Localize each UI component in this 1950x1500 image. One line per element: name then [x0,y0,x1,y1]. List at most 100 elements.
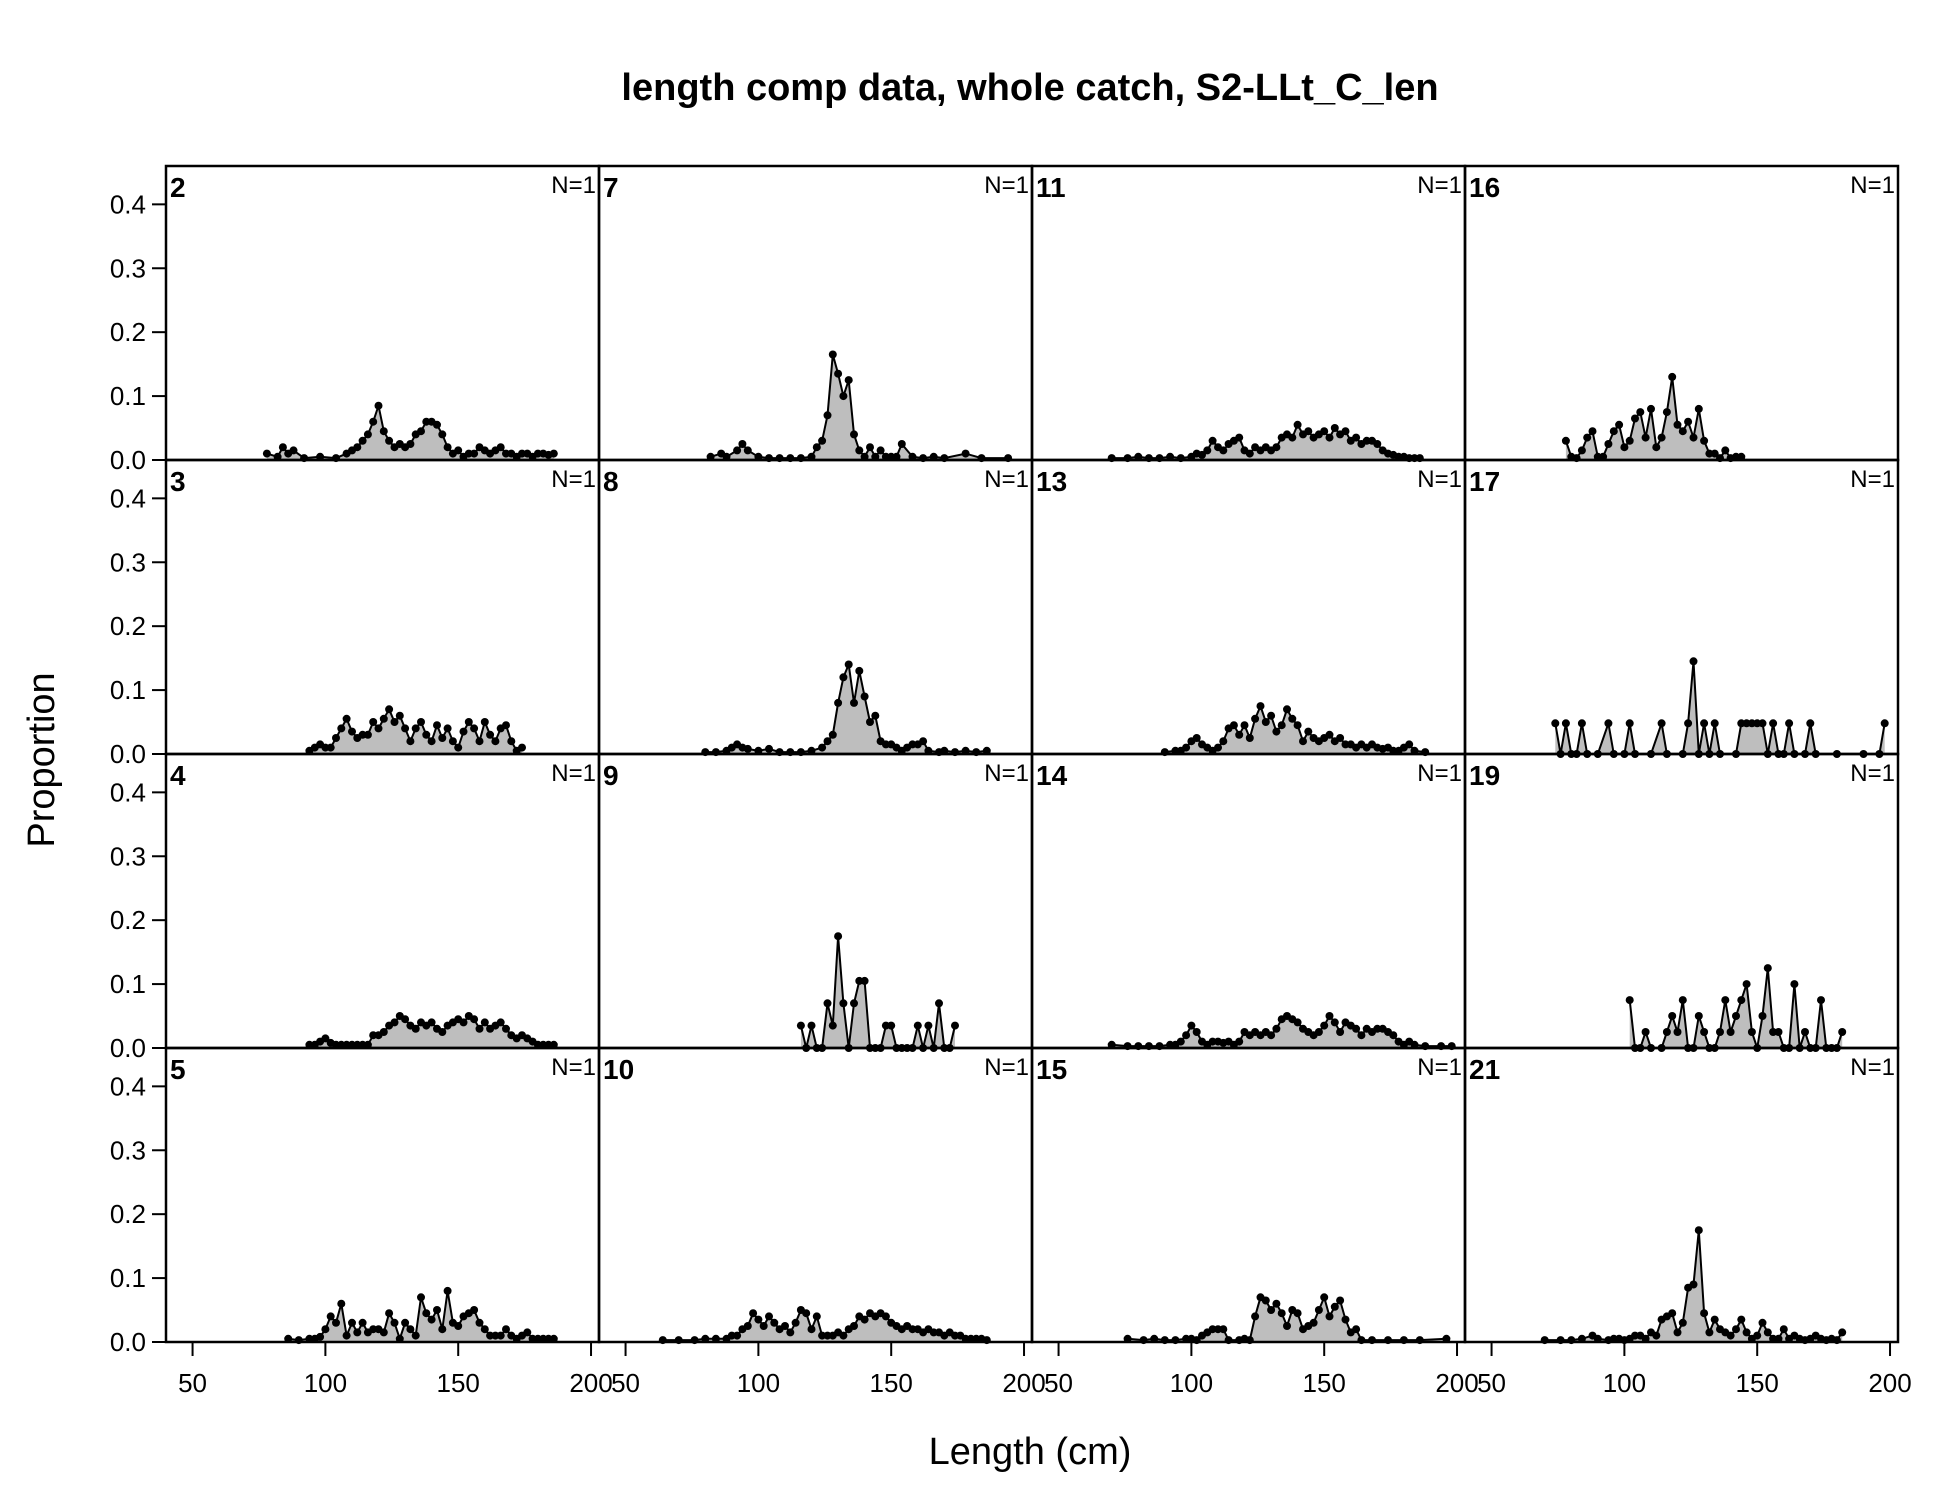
y-tick-label: 0.2 [110,317,146,347]
y-tick-label: 0.1 [110,969,146,999]
sample-size-label: N=1 [551,760,596,787]
data-point [1261,718,1270,726]
data-point [358,1318,367,1327]
panel-frame [164,1046,601,1344]
data-point [523,1328,532,1337]
data-point [1801,1028,1809,1036]
data-point [1779,1325,1788,1334]
data-point [1235,730,1244,739]
data-point [1330,1302,1339,1311]
data-point [1192,734,1201,742]
data-point [1288,433,1297,442]
data-point [417,1293,425,1302]
area-fill [705,664,987,754]
data-point [1352,1024,1361,1033]
data-point [791,1318,800,1327]
data-point [1668,372,1677,381]
panel-frame [1030,164,1467,462]
data-point [464,718,473,726]
series-line [705,660,987,754]
x-tick-label: 150 [1303,1368,1346,1398]
data-point [459,727,468,736]
data-point [855,446,864,455]
data-point [433,1306,441,1314]
data-point [502,1325,510,1334]
data-point [850,430,858,439]
panel-15: 15 N=1 50 100 150 200 [1030,1046,1479,1398]
panel-11: 11 N=1 [1030,164,1467,463]
data-point [860,692,869,701]
data-point [1357,1031,1366,1040]
area-fill [1111,1016,1452,1048]
panel-label: 9 [603,760,619,791]
data-point [1710,1315,1719,1324]
data-point [401,724,410,733]
area-fill [662,1310,987,1342]
sample-size-label: N=1 [1417,466,1462,493]
data-point [1705,1328,1714,1337]
data-point [818,743,827,752]
area-fill [710,354,1009,460]
data-point [839,673,848,682]
data-point [860,1315,869,1324]
data-point [454,446,463,455]
panel-frame [1030,458,1467,756]
data-point [406,1325,415,1334]
data-point [834,369,843,378]
data-point [1203,446,1212,455]
data-point [844,660,853,669]
data-point [448,737,457,746]
panel-label: 7 [603,172,619,203]
data-point [1272,727,1281,736]
panel-frame [1463,1046,1900,1344]
panel-21: 21 N=1 50 100 150 200 [1463,1046,1912,1398]
data-point [475,737,484,746]
data-point [443,443,452,452]
data-point [871,711,880,720]
data-point [1758,719,1767,728]
data-point [1710,719,1719,728]
data-point [839,1331,848,1340]
data-point [887,1021,896,1030]
data-point [443,724,452,733]
data-point [1325,730,1334,739]
data-point [881,1312,890,1321]
data-point [369,718,378,726]
panel-7: 7 N=1 [597,164,1034,463]
data-point [475,1024,484,1033]
data-point [1684,417,1693,426]
data-point [1182,1031,1191,1040]
x-tick-label: 100 [737,1368,780,1398]
data-point [1758,1012,1767,1020]
panel-label: 19 [1469,760,1500,791]
data-point [1293,1018,1302,1027]
data-point [496,1331,505,1340]
data-point [1336,734,1345,742]
data-point [1652,1331,1661,1340]
data-point [358,436,367,445]
data-point [812,443,821,452]
panel-4: 4 N=1 0.0 0.1 0.2 0.3 0.4 [110,752,601,1063]
y-tick-label: 0.0 [110,739,146,769]
panel-label: 13 [1036,466,1067,497]
y-tick-label: 0.3 [110,253,146,283]
sample-size-label: N=1 [984,172,1029,199]
data-point [278,443,287,452]
x-tick-label: 100 [1603,1368,1646,1398]
data-point [1214,743,1222,752]
data-point [1577,719,1586,728]
data-point [1251,1312,1260,1321]
y-tick-label: 0.2 [110,1199,146,1229]
x-tick-label: 150 [437,1368,480,1398]
data-point [1662,1028,1671,1036]
data-point [1588,427,1597,436]
data-point [427,1018,436,1027]
data-point [913,1021,922,1030]
data-point [332,1318,340,1327]
data-point [1245,734,1254,742]
series-line [799,936,956,1049]
data-point [289,446,298,455]
data-point [1256,702,1265,711]
data-point [395,711,404,720]
panel-10: 10 N=1 50 100 150 200 [597,1046,1046,1398]
